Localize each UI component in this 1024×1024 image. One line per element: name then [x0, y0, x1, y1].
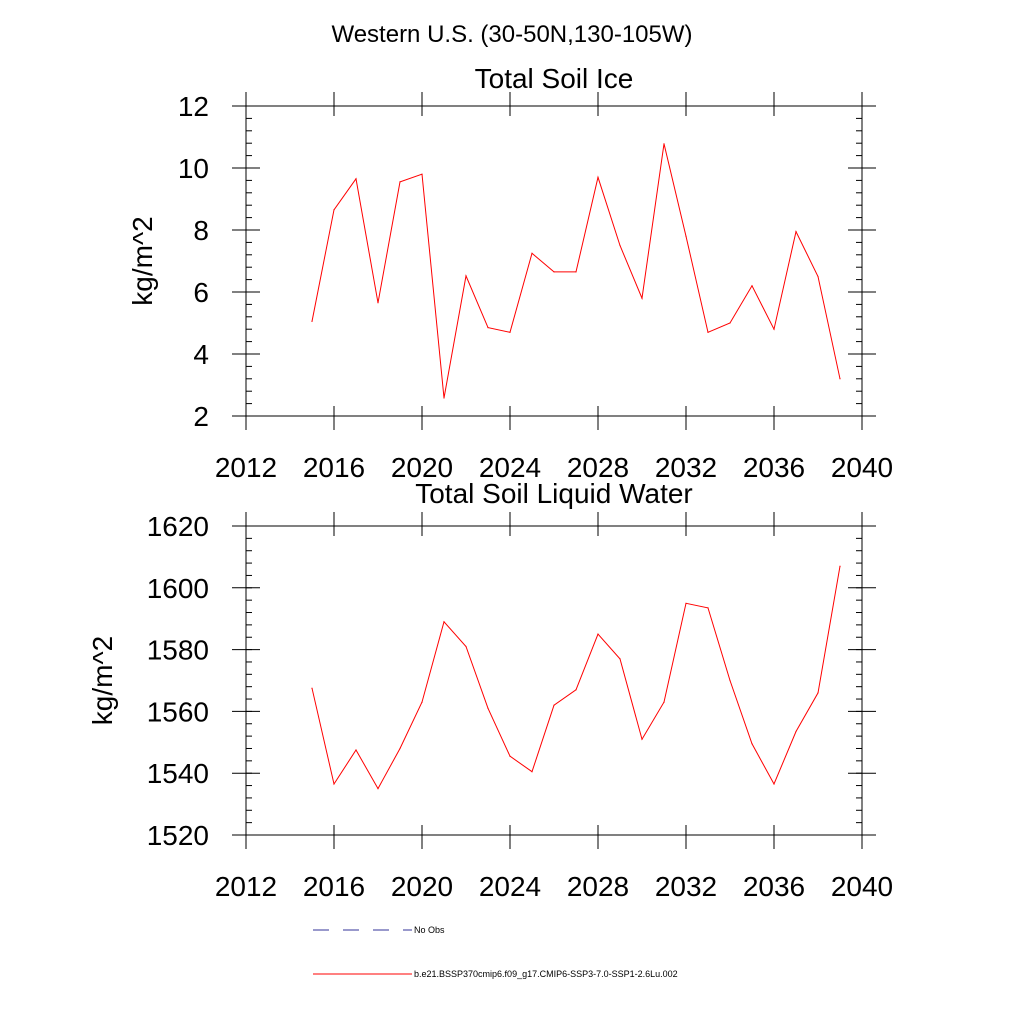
data-point: [597, 633, 599, 635]
data-point: [311, 320, 313, 322]
data-point: [729, 322, 731, 324]
legend-obs-label: No Obs: [414, 925, 445, 935]
series-line: [311, 566, 841, 790]
data-point: [553, 704, 555, 706]
chart-title: Total Soil Ice: [475, 63, 634, 94]
x-tick-label: 2032: [655, 452, 717, 483]
x-tick-label: 2012: [215, 871, 277, 902]
data-point: [421, 701, 423, 703]
data-point: [443, 621, 445, 623]
data-point: [465, 275, 467, 277]
data-point: [509, 755, 511, 757]
x-tick-label: 2028: [567, 871, 629, 902]
data-point: [487, 327, 489, 329]
data-point: [817, 275, 819, 278]
data-point: [663, 143, 665, 145]
data-point: [311, 687, 313, 689]
x-tick-label: 2040: [831, 452, 893, 483]
data-point: [795, 730, 797, 733]
plot-frame: [245, 525, 863, 836]
x-tick-label: 2032: [655, 871, 717, 902]
data-point: [773, 783, 775, 785]
data-point: [421, 173, 423, 175]
data-point: [443, 397, 445, 399]
data-point: [597, 176, 599, 178]
x-tick-label: 2020: [391, 452, 453, 483]
x-tick-label: 2036: [743, 871, 805, 902]
x-tick-label: 2020: [391, 871, 453, 902]
y-tick-label: 1580: [147, 635, 209, 666]
y-tick-label: 2: [193, 401, 209, 432]
legend-model-label: b.e21.BSSP370cmip6.f09_g17.CMIP6-SSP3-7.…: [414, 969, 678, 979]
soil-ice-panel: Total Soil Ice kg/m^2 2012 2016 2020 2024 2028…: [127, 63, 893, 483]
data-point: [355, 749, 357, 751]
data-point: [619, 658, 621, 660]
data-point: [751, 743, 753, 745]
x-tick-label: 2024: [479, 871, 541, 902]
data-point: [487, 707, 489, 709]
x-tick-label: 2036: [743, 452, 805, 483]
data-point: [333, 209, 335, 211]
y-axis-label: kg/m^2: [127, 216, 158, 305]
data-point: [377, 302, 379, 304]
chart-title: Total Soil Liquid Water: [415, 478, 693, 509]
x-tick-label: 2024: [479, 452, 541, 483]
y-tick-label: 6: [193, 277, 209, 308]
y-tick-label: 10: [178, 153, 209, 184]
y-tick-label: 1560: [147, 696, 209, 727]
x-tick-label: 2016: [303, 871, 365, 902]
data-point: [509, 331, 511, 333]
y-tick-label: 1540: [147, 758, 209, 789]
x-tick-label: 2012: [215, 452, 277, 483]
data-point: [399, 747, 401, 750]
y-tick-label: 8: [193, 215, 209, 246]
data-point: [619, 244, 621, 247]
data-point: [377, 788, 379, 790]
y-tick-label: 12: [178, 91, 209, 122]
data-point: [333, 783, 335, 785]
y-tick-label: 1620: [147, 511, 209, 542]
y-tick-label: 1520: [147, 820, 209, 851]
y-tick-label: 1600: [147, 573, 209, 604]
data-point: [575, 271, 577, 273]
x-tick-label: 2028: [567, 452, 629, 483]
soil-liquid-water-panel: Total Soil Liquid Water kg/m^2 2012 2016 202…: [87, 478, 893, 902]
data-point: [685, 235, 687, 237]
data-point: [773, 328, 775, 330]
data-point: [707, 607, 709, 609]
data-point: [795, 231, 797, 233]
legend: No Obs b.e21.BSSP370cmip6.f09_g17.CMIP6-…: [313, 925, 678, 979]
data-point: [663, 701, 665, 703]
data-point: [729, 679, 731, 682]
data-point: [751, 285, 753, 287]
series-line: [311, 143, 841, 399]
data-point: [531, 771, 533, 773]
figure-suptitle: Western U.S. (30-50N,130-105W): [331, 21, 692, 48]
data-point: [465, 645, 467, 648]
data-point: [355, 178, 357, 180]
x-tick-label: 2016: [303, 452, 365, 483]
data-point: [641, 738, 643, 740]
data-point: [399, 181, 401, 183]
data-point: [531, 252, 533, 254]
data-point: [839, 378, 841, 380]
data-point: [553, 271, 555, 273]
y-axis-label: kg/m^2: [87, 636, 118, 725]
x-tick-label: 2040: [831, 871, 893, 902]
data-point: [641, 297, 643, 299]
plot-frame: [245, 105, 863, 417]
data-point: [575, 689, 577, 691]
data-point: [839, 565, 841, 567]
data-point: [817, 692, 819, 694]
y-tick-label: 4: [193, 339, 209, 370]
data-point: [707, 331, 709, 333]
data-point: [685, 602, 687, 604]
